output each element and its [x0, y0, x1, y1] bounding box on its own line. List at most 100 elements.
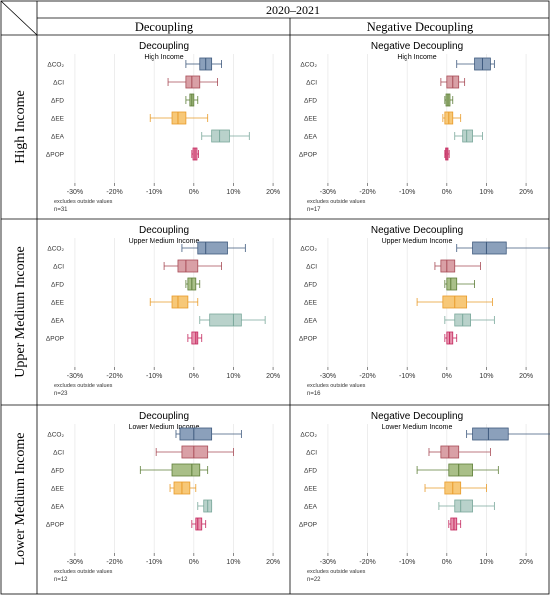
x-tick-label: 10% — [479, 559, 493, 566]
x-tick-label: -20% — [106, 559, 122, 566]
box-d-ci: ΔCI — [306, 445, 491, 459]
x-tick-label: 0% — [442, 373, 452, 380]
box-d-ci: ΔCI — [306, 259, 481, 273]
x-tick-label: 0% — [442, 559, 452, 566]
chart-panel: Decoupling High Income -30% -20% -10% 0% 10% 20… — [46, 41, 280, 213]
box-d-fd: ΔFD — [51, 277, 201, 291]
box-d-ci: ΔCI — [53, 259, 222, 273]
category-label: ΔCI — [53, 264, 64, 271]
row-label-upper-medium-income: Upper Medium Income — [13, 246, 28, 377]
chart-subtitle: Upper Medium Income — [129, 238, 200, 245]
x-tick-label: -20% — [359, 559, 375, 566]
chart-panel: Negative Decoupling Upper Medium Income -3… — [299, 225, 550, 397]
box-iqr — [440, 259, 456, 273]
x-tick-label: 0% — [189, 189, 199, 196]
category-label: ΔEA — [304, 504, 318, 511]
box-d-ea: ΔEA — [304, 499, 495, 513]
x-tick-label: -10% — [399, 373, 415, 380]
chart-subtitle: Lower Medium Income — [382, 424, 453, 431]
category-label: ΔEE — [304, 300, 318, 307]
chart-panel: Decoupling Lower Medium Income -30% -20% -10… — [46, 411, 280, 583]
box-d-pop: ΔPOP — [46, 147, 199, 161]
column-header-negative-decoupling: Negative Decoupling — [367, 20, 474, 34]
box-iqr — [472, 241, 507, 255]
chart-title: Negative Decoupling — [371, 41, 463, 52]
box-d-ee: ΔEE — [51, 111, 209, 125]
category-label: ΔCI — [306, 80, 317, 87]
box-d-fd: ΔFD — [304, 463, 499, 477]
category-label: ΔEA — [51, 504, 65, 511]
box-d-pop: ΔPOP — [299, 517, 462, 531]
box-d-ea: ΔEA — [51, 313, 266, 327]
box-d-ee: ΔEE — [304, 295, 493, 309]
box-d-ci: ΔCI — [53, 445, 234, 459]
box-iqr — [185, 75, 201, 89]
category-label: ΔEE — [51, 300, 65, 307]
box-d-co2: ΔCO₂ — [47, 57, 222, 71]
note-text: excludes outside values — [307, 569, 366, 575]
box-iqr — [179, 427, 213, 441]
category-label: ΔFD — [304, 282, 317, 289]
box-iqr — [197, 241, 228, 255]
box-d-fd: ΔFD — [304, 277, 475, 291]
box-iqr — [454, 499, 473, 513]
category-label: ΔCO₂ — [47, 246, 64, 253]
box-d-ea: ΔEA — [51, 129, 250, 143]
x-tick-label: 10% — [226, 373, 240, 380]
category-label: ΔEE — [304, 116, 318, 123]
box-iqr — [472, 427, 509, 441]
note-text: excludes outside values — [54, 569, 113, 575]
x-tick-label: -20% — [359, 373, 375, 380]
category-label: ΔFD — [304, 98, 317, 105]
box-d-ea: ΔEA — [304, 313, 495, 327]
chart-subtitle: Upper Medium Income — [382, 238, 453, 245]
box-iqr — [177, 259, 199, 273]
category-label: ΔEA — [51, 318, 65, 325]
box-iqr — [440, 445, 460, 459]
x-tick-label: 20% — [519, 559, 533, 566]
sample-size: n=22 — [307, 577, 321, 583]
category-label: ΔEE — [51, 486, 65, 493]
box-iqr — [209, 313, 242, 327]
box-d-ee: ΔEE — [304, 481, 487, 495]
note-text: excludes outside values — [307, 383, 366, 389]
category-label: ΔPOP — [46, 522, 64, 529]
chart-title: Negative Decoupling — [371, 225, 463, 236]
x-tick-label: -30% — [320, 373, 336, 380]
box-iqr — [171, 463, 201, 477]
category-label: ΔPOP — [46, 152, 64, 159]
x-tick-label: 0% — [442, 189, 452, 196]
box-d-ea: ΔEA — [51, 499, 213, 513]
box-d-fd: ΔFD — [51, 93, 199, 107]
sample-size: n=31 — [54, 207, 68, 213]
x-tick-label: -10% — [399, 189, 415, 196]
row-label-lower-medium-income: Lower Medium Income — [13, 433, 28, 566]
category-label: ΔEA — [304, 134, 318, 141]
category-label: ΔCO₂ — [300, 246, 317, 253]
category-label: ΔCO₂ — [47, 62, 64, 69]
box-d-co2: ΔCO₂ — [300, 427, 550, 441]
x-tick-label: -30% — [320, 559, 336, 566]
category-label: ΔPOP — [299, 336, 317, 343]
x-tick-label: 20% — [519, 373, 533, 380]
box-d-co2: ΔCO₂ — [300, 57, 495, 71]
note-text: excludes outside values — [54, 383, 113, 389]
chart-panel: Negative Decoupling High Income -30% -20% -1… — [299, 41, 533, 213]
box-iqr — [195, 517, 203, 531]
box-iqr — [171, 295, 189, 309]
category-label: ΔCI — [306, 450, 317, 457]
box-d-ea: ΔEA — [304, 129, 483, 143]
box-d-pop: ΔPOP — [299, 331, 458, 345]
x-tick-label: -30% — [67, 373, 83, 380]
category-label: ΔCI — [53, 450, 64, 457]
category-label: ΔPOP — [299, 522, 317, 529]
chart-title: Decoupling — [139, 41, 189, 52]
category-label: ΔPOP — [46, 336, 64, 343]
category-label: ΔFD — [51, 282, 64, 289]
category-label: ΔCO₂ — [300, 432, 317, 439]
box-d-pop: ΔPOP — [46, 331, 203, 345]
chart-panel: Decoupling Upper Medium Income -30% -20% -10… — [46, 225, 280, 397]
box-d-pop: ΔPOP — [46, 517, 207, 531]
x-tick-label: 10% — [226, 189, 240, 196]
box-d-ee: ΔEE — [51, 295, 199, 309]
